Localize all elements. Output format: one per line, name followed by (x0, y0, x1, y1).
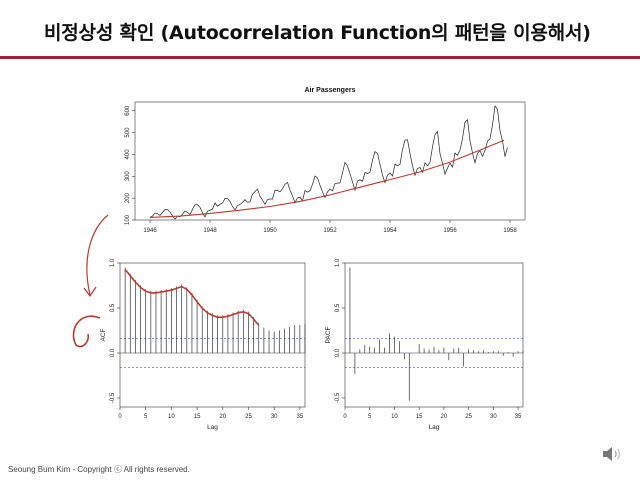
annotation-arrow-head (83, 286, 97, 298)
air-passengers-chart: Air Passengers 1946 1948 1950 1952 1954 1956 19… (125, 87, 526, 234)
slide-title: 비정상성 확인 (Autocorrelation Function의 패턴을 이… (44, 22, 591, 44)
y-tick-label: 0.0 (110, 348, 116, 357)
y-tick-label: -0.5 (335, 392, 341, 403)
y-tick-label: 400 (125, 149, 131, 160)
x-tick-label: 20 (219, 414, 226, 420)
y-tick-label: 300 (125, 171, 131, 182)
x-tick-label: 5 (368, 414, 372, 420)
x-tick-label: 1948 (203, 228, 217, 234)
x-tick-label: 10 (168, 414, 175, 420)
x-tick-label: 35 (515, 414, 522, 420)
trend-series-line (149, 139, 505, 218)
speaker-icon[interactable] (600, 442, 624, 466)
chart-title: Air Passengers (305, 87, 356, 94)
x-tick-label: 15 (194, 414, 201, 420)
y-tick-label: 500 (125, 127, 131, 138)
x-axis-title: Lag (429, 424, 440, 431)
x-tick-label: 1954 (383, 228, 397, 234)
pacf-chart: 0 5 10 15 20 25 30 35 -0.5 0.0 0.5 1.0 Lag PACF (325, 258, 524, 431)
x-axis-title: Lag (207, 424, 218, 431)
copyright-footer: Seoung Bum Kim - Copyright ⓒ All rights … (8, 465, 190, 474)
acf-chart: 0 5 10 15 20 25 30 35 -0.5 0.0 0.5 1.0 Lag ACF (100, 258, 306, 431)
annotation-circle-mark (72, 315, 101, 348)
x-tick-label: 25 (465, 414, 472, 420)
x-tick-label: 0 (343, 414, 347, 420)
x-tick-label: 1950 (263, 228, 277, 234)
plot-frame (134, 101, 526, 221)
acf-trend-annotation (124, 268, 260, 326)
y-tick-label: 1.0 (110, 258, 116, 267)
y-axis-title: PACF (325, 327, 332, 344)
y-tick-label: 0.5 (335, 303, 341, 312)
x-tick-label: 1952 (323, 228, 337, 234)
x-tick-label: 30 (490, 414, 497, 420)
x-tick-label: 0 (118, 414, 122, 420)
x-tick-label: 15 (416, 414, 423, 420)
title-divider (0, 56, 640, 59)
handwritten-annotations (72, 214, 109, 348)
x-tick-label: 20 (441, 414, 448, 420)
plot-frame (344, 262, 524, 408)
x-tick-label: 25 (245, 414, 252, 420)
y-tick-label: 200 (125, 192, 131, 203)
y-tick-label: -0.5 (110, 392, 116, 403)
annotation-arrow-stroke (86, 214, 109, 296)
y-tick-label: 100 (125, 214, 131, 225)
x-tick-label: 35 (297, 414, 304, 420)
y-tick-label: 0.5 (110, 303, 116, 312)
x-tick-label: 10 (391, 414, 398, 420)
y-tick-label: 0.0 (335, 348, 341, 357)
x-tick-label: 5 (144, 414, 148, 420)
y-tick-label: 600 (125, 105, 131, 116)
y-tick-label: 1.0 (335, 258, 341, 267)
x-tick-label: 30 (271, 414, 278, 420)
x-tick-label: 1958 (503, 228, 517, 234)
x-tick-label: 1946 (143, 228, 157, 234)
passengers-series-line (149, 104, 508, 220)
y-axis-title: ACF (100, 328, 107, 341)
x-tick-label: 1956 (443, 228, 457, 234)
